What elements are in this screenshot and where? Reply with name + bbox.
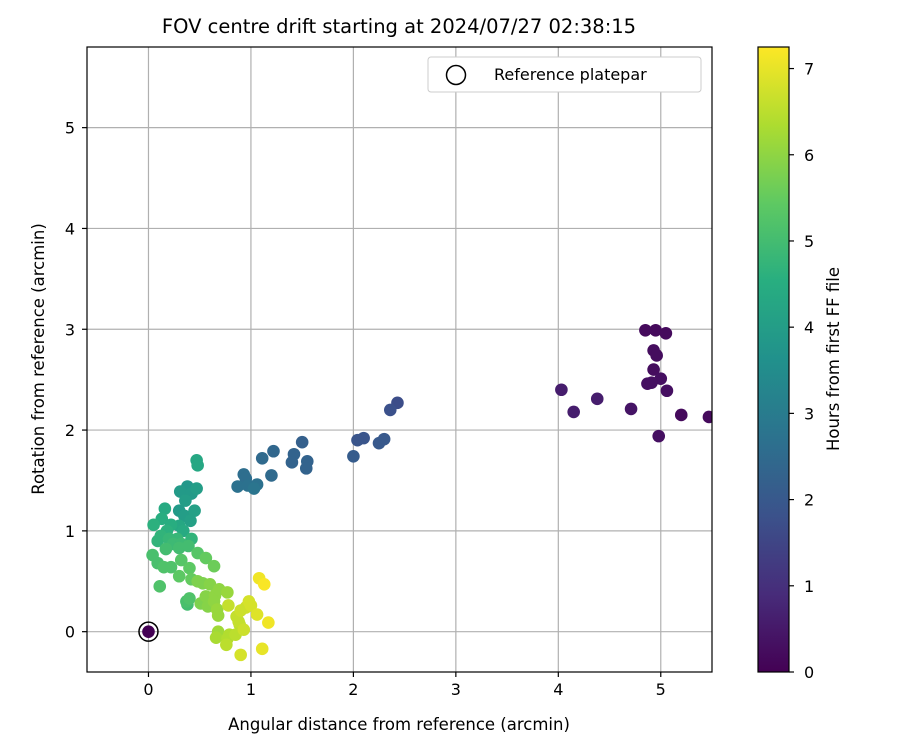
colorbar: 0 1 2 3 4 5 6 7 Hours from first FF file — [757, 46, 843, 682]
x-tick-label: 3 — [451, 680, 461, 699]
scatter-point — [183, 561, 196, 575]
scatter-point — [190, 482, 203, 495]
scatter-point — [191, 459, 204, 472]
scatter-point — [199, 551, 213, 565]
colorbar-label: Hours from first FF file — [824, 267, 843, 451]
scatter-point — [174, 553, 188, 567]
scatter-point — [659, 326, 673, 340]
scatter-point — [255, 451, 269, 465]
scatter-point — [647, 363, 660, 376]
data-points — [142, 323, 712, 662]
reference-marker — [138, 621, 159, 642]
colorbar-tick-label: 6 — [804, 146, 814, 165]
scatter-point — [645, 376, 658, 389]
x-axis-label: Angular distance from reference (arcmin) — [228, 715, 570, 734]
scatter-point — [183, 592, 196, 605]
colorbar-tick-label: 3 — [804, 404, 814, 423]
scatter-point — [237, 623, 251, 636]
scatter-point — [158, 502, 172, 515]
colorbar-tick-label: 1 — [804, 577, 814, 596]
scatter-point — [351, 433, 364, 447]
colorbar-ticks: 0 1 2 3 4 5 6 7 — [789, 60, 814, 682]
scatter-point — [179, 494, 192, 507]
y-tick-label: 2 — [65, 421, 75, 440]
scatter-point — [151, 534, 164, 548]
scatter-point — [265, 469, 278, 482]
y-tick-label: 5 — [65, 119, 75, 138]
x-tick-label: 2 — [348, 680, 358, 699]
scatter-point — [222, 599, 235, 612]
scatter-point — [209, 631, 223, 645]
scatter-point — [172, 569, 186, 583]
scatter-point — [247, 482, 261, 495]
scatter-point — [660, 384, 674, 398]
scatter-point — [153, 580, 167, 593]
x-tick-label: 1 — [246, 680, 256, 699]
scatter-point — [639, 323, 652, 337]
scatter-point — [159, 542, 173, 556]
scatter-point — [267, 444, 280, 458]
scatter-point — [188, 504, 201, 518]
y-axis-label: Rotation from reference (arcmin) — [29, 223, 48, 495]
scatter-point — [203, 577, 217, 591]
scatter-point — [250, 608, 264, 621]
y-axis-ticks: 0 1 2 3 4 5 — [65, 119, 87, 642]
x-tick-label: 5 — [656, 680, 666, 699]
scatter-point — [182, 539, 195, 553]
scatter-point — [567, 405, 580, 419]
x-tick-label: 4 — [553, 680, 563, 699]
scatter-point — [244, 599, 258, 612]
scatter-point — [347, 449, 360, 463]
scatter-point — [649, 323, 662, 337]
scatter-point — [295, 435, 309, 449]
legend-box — [427, 56, 702, 93]
colorbar-tick-label: 2 — [804, 491, 814, 510]
scatter-point — [624, 402, 638, 416]
colorbar-tick-label: 4 — [804, 318, 814, 337]
grid — [87, 47, 712, 672]
y-tick-label: 3 — [65, 320, 75, 339]
scatter-point — [220, 638, 233, 652]
scatter-point — [211, 609, 225, 622]
reference-point-marker — [138, 621, 159, 642]
scatter-point — [257, 577, 271, 591]
y-tick-label: 4 — [65, 219, 75, 238]
chart-title: FOV centre drift starting at 2024/07/27 … — [162, 15, 636, 38]
colorbar-tick-label: 5 — [804, 232, 814, 251]
colorbar-gradient — [757, 46, 790, 673]
scatter-point — [652, 429, 666, 443]
scatter-point — [383, 403, 397, 417]
scatter-point — [262, 616, 275, 629]
scatter-point — [299, 462, 313, 475]
scatter-point — [255, 642, 269, 656]
scatter-point — [207, 559, 221, 573]
y-tick-label: 1 — [65, 522, 75, 541]
y-tick-label: 0 — [65, 623, 75, 642]
legend-label-reference: Reference platepar — [494, 65, 647, 84]
scatter-point — [234, 648, 247, 662]
scatter-point — [674, 408, 688, 422]
colorbar-tick-label: 7 — [804, 60, 814, 79]
scatter-point — [221, 586, 234, 599]
x-axis-ticks: 0 1 2 3 4 5 — [143, 672, 666, 699]
plot-frame — [86, 46, 713, 673]
scatter-point — [702, 410, 712, 424]
scatter-point — [285, 456, 299, 469]
scatter-point — [147, 518, 160, 532]
legend: Reference platepar — [427, 56, 702, 93]
scatter-point — [184, 514, 197, 528]
scatter-point — [231, 480, 244, 493]
legend-marker-reference — [445, 64, 467, 86]
scatter-point — [372, 436, 386, 450]
scatter-point — [650, 349, 663, 362]
scatter-point — [164, 560, 178, 574]
scatter-point — [590, 392, 604, 406]
scatter-point — [142, 625, 155, 638]
scatter-point — [555, 383, 568, 397]
x-tick-label: 0 — [143, 680, 153, 699]
colorbar-tick-label: 0 — [804, 663, 814, 682]
